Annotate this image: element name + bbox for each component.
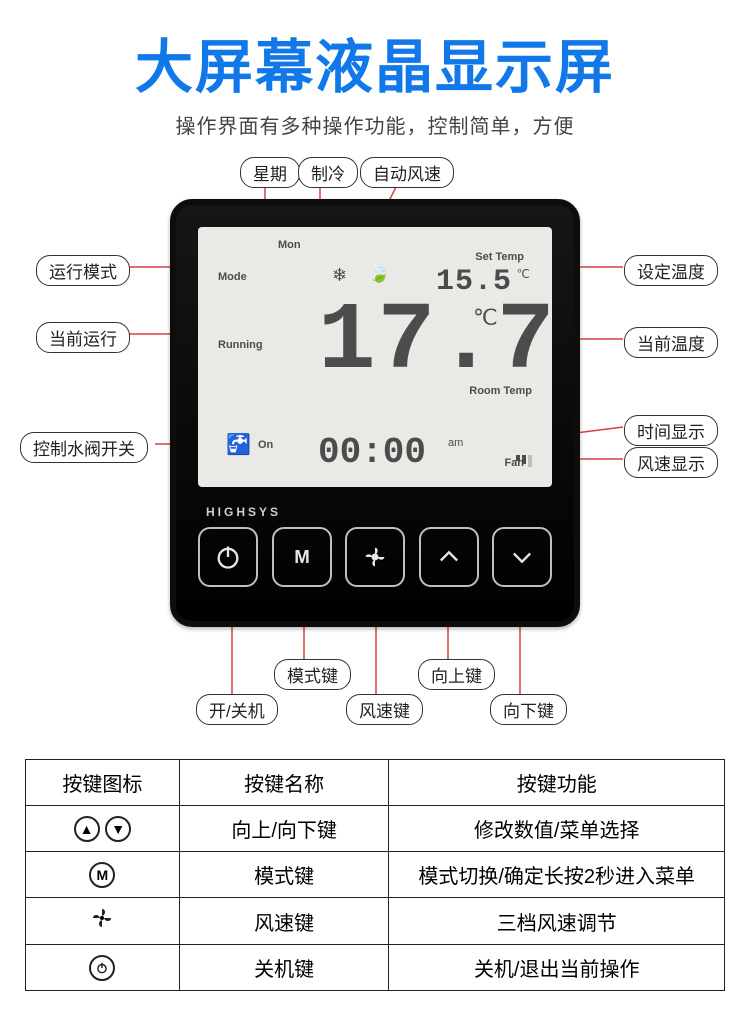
row2-name: 风速键 (179, 898, 389, 945)
key-reference-table: 按键图标 按键名称 按键功能 ▲ ▼ 向上/向下键 修改数值/菜单选择 M 模式… (25, 759, 725, 991)
lcd-room-temp: 17.7 (318, 287, 556, 396)
lcd-clock: 00:00 (318, 432, 426, 473)
fan-bars-icon (516, 455, 532, 467)
lcd-degc-2: ℃ (473, 305, 498, 331)
callout-top-1: 制冷 (298, 157, 358, 188)
diagram-stage: Mon Mode Running Set Temp Room Temp Fan … (0, 139, 750, 759)
lcd-day: Mon (278, 239, 301, 251)
th-name: 按键名称 (179, 760, 389, 806)
snowflake-icon: ❄ (332, 265, 347, 286)
callout-top-2: 自动风速 (360, 157, 454, 188)
icon-power (26, 945, 180, 991)
callout-bottom-3: 向上键 (418, 659, 495, 690)
th-icon: 按键图标 (26, 760, 180, 806)
callout-bottom-4: 向下键 (490, 694, 567, 725)
brand-label: HIGHSYS (206, 505, 281, 519)
up-button[interactable] (419, 527, 479, 587)
callout-bottom-1: 模式键 (274, 659, 351, 690)
table-row: ▲ ▼ 向上/向下键 修改数值/菜单选择 (26, 806, 725, 852)
callout-left-1: 当前运行 (36, 322, 130, 353)
row2-func: 三档风速调节 (389, 898, 725, 945)
icon-updown: ▲ ▼ (26, 806, 180, 852)
callout-right-0: 设定温度 (624, 255, 718, 286)
power-button[interactable] (198, 527, 258, 587)
table-row: 风速键 三档风速调节 (26, 898, 725, 945)
lcd-mode-label: Mode (218, 271, 247, 283)
callout-top-0: 星期 (240, 157, 300, 188)
row3-func: 关机/退出当前操作 (389, 945, 725, 991)
page-subtitle: 操作界面有多种操作功能，控制简单，方便 (0, 110, 750, 139)
lcd-screen: Mon Mode Running Set Temp Room Temp Fan … (198, 227, 552, 487)
lcd-settemp-lab: Set Temp (475, 251, 524, 263)
table-header-row: 按键图标 按键名称 按键功能 (26, 760, 725, 806)
lcd-running: Running (218, 339, 263, 351)
lcd-ampm: am (448, 437, 463, 449)
row0-func: 修改数值/菜单选择 (389, 806, 725, 852)
lcd-degc-1: ℃ (517, 267, 530, 281)
lcd-valve-on: On (258, 439, 273, 451)
row1-name: 模式键 (179, 852, 389, 898)
callout-left-2: 控制水阀开关 (20, 432, 148, 463)
valve-icon: 🚰 (226, 432, 251, 457)
callout-bottom-2: 风速键 (346, 694, 423, 725)
fan-button[interactable] (345, 527, 405, 587)
svg-text:M: M (294, 546, 310, 567)
leaf-icon: 🍃 (368, 263, 390, 284)
table-row: 关机键 关机/退出当前操作 (26, 945, 725, 991)
row0-name: 向上/向下键 (179, 806, 389, 852)
callout-right-1: 当前温度 (624, 327, 718, 358)
row3-name: 关机键 (179, 945, 389, 991)
row1-func: 模式切换/确定长按2秒进入菜单 (389, 852, 725, 898)
callout-right-3: 风速显示 (624, 447, 718, 478)
callout-bottom-0: 开/关机 (196, 694, 278, 725)
callout-right-2: 时间显示 (624, 415, 718, 446)
mode-button[interactable]: M (272, 527, 332, 587)
callout-left-0: 运行模式 (36, 255, 130, 286)
icon-fan (26, 898, 180, 945)
icon-mode: M (26, 852, 180, 898)
thermostat-device: Mon Mode Running Set Temp Room Temp Fan … (170, 199, 580, 627)
down-button[interactable] (492, 527, 552, 587)
th-func: 按键功能 (389, 760, 725, 806)
page-title: 大屏幕液晶显示屏 (0, 20, 750, 104)
table-row: M 模式键 模式切换/确定长按2秒进入菜单 (26, 852, 725, 898)
